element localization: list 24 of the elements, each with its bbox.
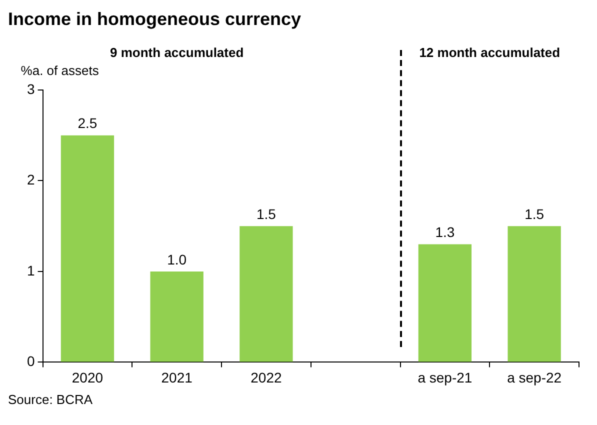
y-tick-label: 3 [26, 80, 35, 97]
text: 9 month accumulated [110, 45, 244, 60]
bar [240, 226, 293, 362]
source-note: Source: BCRA [8, 392, 94, 407]
bar [418, 244, 472, 362]
x-tick-label: a sep-22 [507, 369, 562, 386]
y-tick-label: 1 [26, 262, 35, 278]
data-label: 1.3 [435, 224, 455, 240]
data-label: 1.5 [524, 206, 544, 222]
bar [150, 271, 204, 362]
text: 12 month accumulated [419, 45, 560, 60]
data-label: 2.5 [78, 115, 98, 132]
x-tick-label: 2021 [161, 369, 193, 386]
x-tick-label: 2022 [250, 369, 282, 386]
data-label: 1.5 [256, 206, 276, 222]
y-axis-title: %a. of assets [20, 63, 100, 78]
y-tick-label: 0 [26, 353, 35, 370]
bar [60, 135, 114, 362]
bar [508, 226, 561, 362]
x-tick-label: a sep-21 [418, 369, 472, 386]
y-tick-label: 2 [26, 172, 35, 188]
chart-title: Income in homogeneous currency [8, 8, 302, 30]
x-tick-label: 2020 [72, 369, 104, 386]
data-label: 1.0 [167, 251, 187, 268]
